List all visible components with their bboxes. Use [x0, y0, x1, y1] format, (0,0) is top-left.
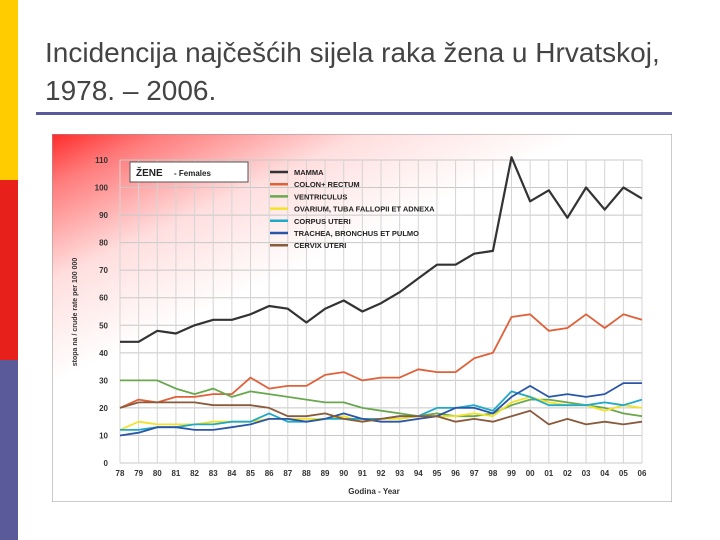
x-tick-label: 01	[544, 469, 553, 478]
x-tick-label: 03	[582, 469, 591, 478]
chart-container: 0 10 20 30 40 50 60 70 80 90 100 110 78 79 80 81 82 83 84 8…	[52, 134, 672, 502]
x-tick-label: 89	[321, 469, 330, 478]
x-tick-label: 80	[153, 469, 162, 478]
y-tick-label: 30	[99, 376, 108, 385]
x-axis-label: Godina - Year	[348, 487, 399, 496]
x-tick-label: 92	[377, 469, 386, 478]
y-tick-label: 50	[99, 321, 108, 330]
series-line	[120, 379, 643, 418]
x-tick-label: 02	[563, 469, 572, 478]
y-tick-label: 60	[99, 294, 108, 303]
x-tick-label: 87	[283, 469, 292, 478]
x-tick-label: 04	[600, 469, 609, 478]
legend-entry: TRACHEA, BRONCHUS ET PULMO	[294, 229, 419, 238]
accent-bar-yellow	[0, 0, 18, 180]
legend-entry: VENTRICULUS	[294, 192, 347, 201]
x-tick-label: 78	[116, 469, 125, 478]
legend-entry: COLON+ RECTUM	[294, 180, 360, 189]
x-tick-label: 93	[395, 469, 404, 478]
y-tick-label: 110	[95, 156, 108, 165]
x-tick-label: 85	[246, 469, 255, 478]
x-tick-label: 94	[414, 469, 423, 478]
slide-title: Incidencija najčešćih sijela raka žena u…	[45, 37, 660, 106]
y-tick-label: 70	[99, 266, 108, 275]
x-tick-label: 88	[302, 469, 311, 478]
series-line	[119, 401, 643, 426]
x-tick-label: 81	[171, 469, 180, 478]
x-tick-label: 97	[470, 469, 479, 478]
accent-bar-red	[0, 180, 18, 360]
x-tick-label: 95	[432, 469, 441, 478]
y-tick-label: 10	[99, 431, 108, 440]
series-line	[120, 156, 643, 343]
legend: ŽENE - Females MAMMA COLON+ RECTUM VENTRIC…	[129, 161, 435, 250]
x-tick-label: 79	[134, 469, 143, 478]
x-tick-label: 82	[190, 469, 199, 478]
series-layer	[119, 156, 643, 437]
x-tick-label: 83	[209, 469, 218, 478]
grid-layer	[119, 159, 643, 464]
legend-entry: CORPUS UTERI	[294, 217, 351, 226]
accent-bar-purple	[0, 360, 18, 540]
x-tick-label: 91	[358, 469, 367, 478]
series-line	[119, 313, 643, 409]
legend-entry: CERVIX UTERI	[294, 241, 346, 250]
x-tick-label: 99	[507, 469, 516, 478]
x-tick-label: 84	[227, 469, 236, 478]
x-tick-label: 05	[619, 469, 628, 478]
y-tick-label: 40	[99, 349, 108, 358]
legend-subtitle: - Females	[174, 169, 211, 178]
legend-entry: MAMMA	[294, 168, 324, 177]
y-tick-label: 80	[99, 239, 108, 248]
legend-title-box	[129, 161, 249, 183]
x-tick-label: 90	[339, 469, 348, 478]
y-axis-label: stopa na / crude rate per 100 000	[72, 258, 79, 367]
x-tick-label: 00	[526, 469, 535, 478]
y-tick-label: 90	[99, 211, 108, 220]
legend-entry: OVARIUM, TUBA FALLOPII ET ADNEXA	[294, 205, 435, 214]
series-line	[119, 382, 642, 437]
x-tick-label: 06	[638, 469, 647, 478]
y-tick-label: 0	[104, 459, 109, 468]
x-tick-label: 86	[265, 469, 274, 478]
y-tick-label: 100	[95, 184, 109, 193]
x-tick-label: 96	[451, 469, 460, 478]
legend-title: ŽENE	[136, 166, 163, 179]
y-tick-label: 20	[99, 404, 108, 413]
title-divider	[36, 112, 672, 115]
x-tick-label: 98	[488, 469, 497, 478]
